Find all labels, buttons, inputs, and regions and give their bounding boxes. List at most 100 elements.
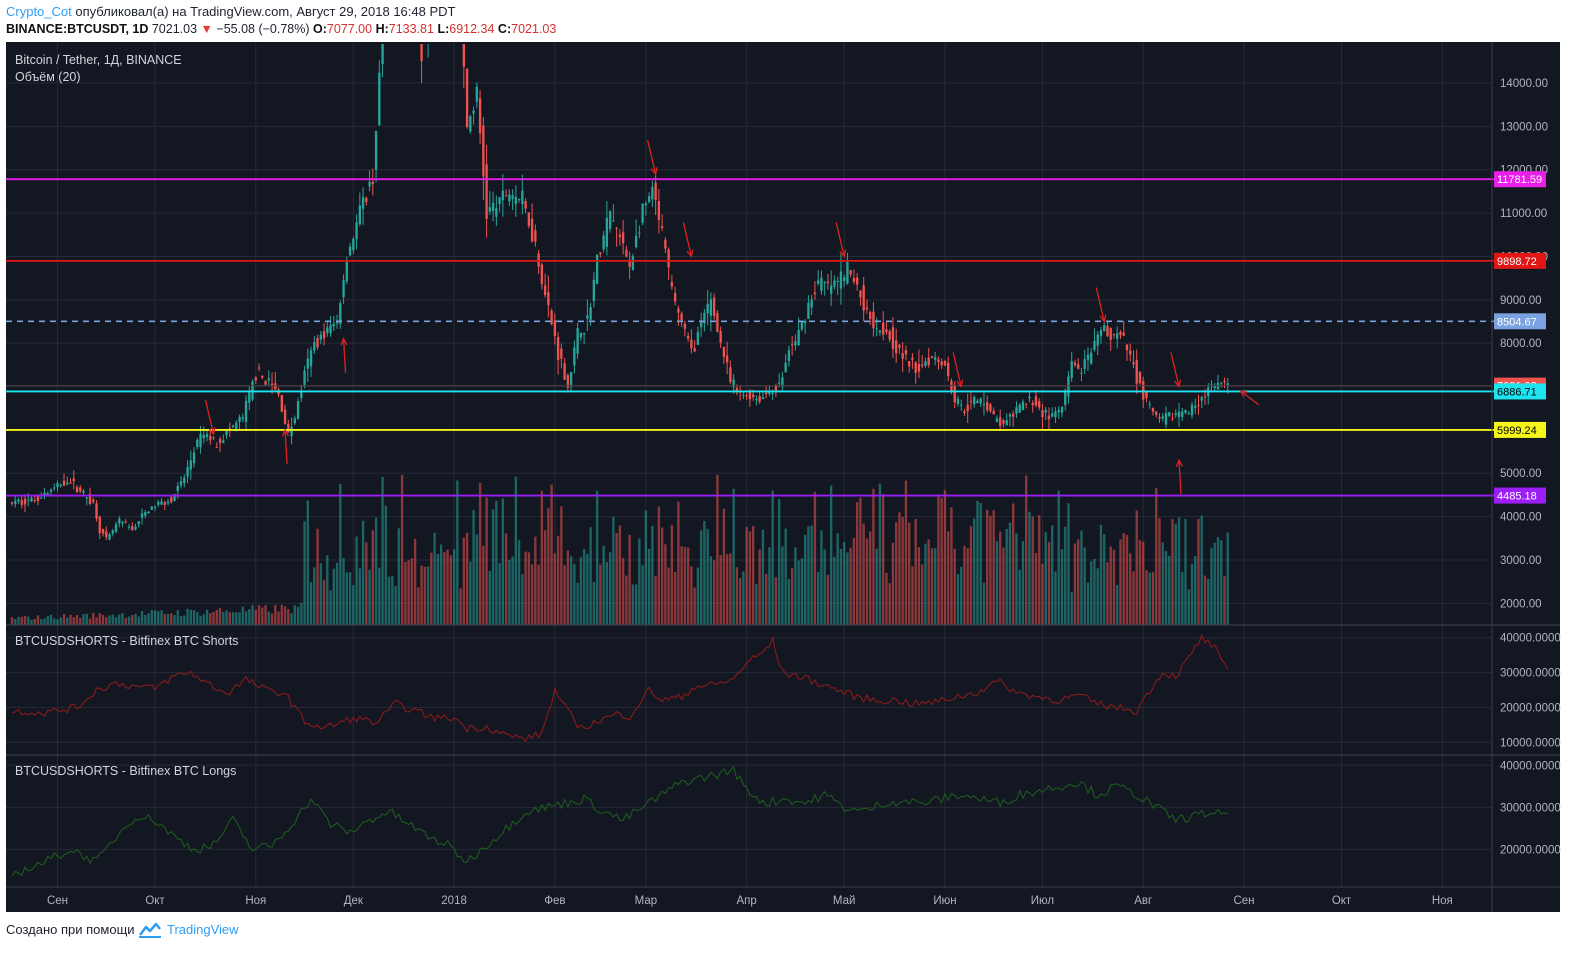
- time-axis-label: Окт: [1332, 895, 1352, 907]
- candle-body: [547, 292, 550, 306]
- volume-bar: [1054, 571, 1057, 625]
- candle-body: [131, 525, 134, 531]
- volume-bar: [882, 494, 885, 625]
- volume-bar: [1223, 576, 1226, 625]
- candle-body: [1057, 409, 1060, 413]
- candle-body: [634, 235, 638, 248]
- candle-body: [869, 312, 872, 320]
- volume-bar: [563, 565, 566, 625]
- candle-body: [729, 367, 732, 383]
- candle-body: [251, 381, 254, 400]
- candle-body: [274, 383, 277, 390]
- volume-bar: [859, 497, 862, 625]
- level-price-tag: [1494, 383, 1546, 400]
- candle-body: [1177, 411, 1181, 418]
- candle-body: [1086, 354, 1090, 360]
- candle-body: [345, 260, 348, 282]
- volume-bar: [1044, 532, 1047, 625]
- volume-bar: [547, 508, 550, 625]
- volume-bar: [807, 526, 810, 625]
- candle-body: [1012, 413, 1015, 417]
- candle-body: [267, 378, 270, 381]
- candle-body: [553, 320, 557, 337]
- candle-body: [602, 235, 605, 250]
- volume-bar: [391, 575, 394, 625]
- author-link[interactable]: Crypto_Cot: [6, 4, 72, 19]
- candle-body: [686, 336, 690, 339]
- candle-body: [947, 362, 950, 377]
- volume-bar: [660, 527, 664, 625]
- volume-bar: [1028, 511, 1031, 625]
- candle-body: [1070, 361, 1073, 378]
- time-axis-label: Ноя: [245, 895, 266, 907]
- volume-bar: [924, 543, 927, 625]
- candle-body: [797, 330, 800, 346]
- volume-bar: [774, 577, 778, 625]
- candle-body: [322, 331, 326, 339]
- candle-body: [1164, 413, 1168, 425]
- candle-body: [124, 521, 127, 523]
- candle-body: [101, 528, 105, 534]
- volume-bar: [147, 613, 150, 625]
- candle-body: [1034, 396, 1038, 406]
- candle-body: [374, 131, 378, 170]
- volume-bar: [316, 528, 319, 625]
- volume-bar: [495, 500, 498, 625]
- volume-bar: [1187, 589, 1190, 625]
- volume-bar: [878, 483, 882, 625]
- candle-body: [745, 395, 748, 397]
- candle-body: [137, 521, 140, 525]
- candle-body: [673, 293, 677, 302]
- candle-body: [225, 430, 228, 436]
- volume-bar: [885, 572, 888, 625]
- volume-bar: [595, 490, 599, 625]
- high-label: H:: [375, 22, 389, 36]
- candle-body: [1021, 401, 1025, 410]
- volume-bar: [1158, 518, 1161, 625]
- volume-bar: [908, 522, 911, 625]
- symbol-label: BINANCE:BTCUSDT, 1D: [6, 22, 149, 36]
- candle-body: [319, 334, 322, 340]
- candle-body: [1194, 405, 1197, 408]
- volume-bar: [524, 551, 527, 625]
- candle-body: [488, 207, 492, 212]
- candle-body: [192, 452, 196, 464]
- candle-body: [270, 383, 274, 386]
- volume-bar: [719, 555, 722, 625]
- volume-bar: [1021, 541, 1025, 625]
- candle-body: [1060, 407, 1064, 413]
- volume-bar: [36, 615, 40, 625]
- footer-brand-link[interactable]: TradingView: [167, 922, 239, 937]
- candle-body: [618, 234, 622, 238]
- volume-bar: [225, 610, 228, 625]
- volume-bar: [872, 488, 875, 625]
- volume-bar: [348, 572, 352, 625]
- candle-body: [667, 249, 670, 268]
- candle-body: [485, 164, 488, 219]
- price-tick-label: 4000.00: [1500, 512, 1542, 524]
- volume-bar: [589, 527, 592, 625]
- volume-bar: [215, 609, 218, 625]
- arrow-shaft: [646, 139, 657, 175]
- volume-bar: [823, 549, 826, 625]
- candle-body: [53, 487, 56, 489]
- volume-bar: [999, 531, 1002, 625]
- candlesticks: [10, 44, 1229, 541]
- volume-bar: [641, 565, 644, 625]
- candle-body: [846, 261, 849, 284]
- chart-canvas[interactable]: 2000.003000.004000.005000.006000.007000.…: [0, 42, 1588, 912]
- volume-bar: [446, 549, 449, 625]
- volume-bar: [517, 540, 521, 625]
- volume-bar: [222, 612, 225, 625]
- volume-bar: [23, 615, 27, 625]
- time-axis-label: Ноя: [1432, 895, 1453, 907]
- candle-body: [244, 400, 248, 422]
- volume-bar: [537, 564, 540, 625]
- candle-body: [114, 524, 118, 532]
- candle-body: [1220, 382, 1223, 384]
- volume-bar: [475, 534, 479, 625]
- candle-body: [1216, 382, 1220, 390]
- volume-bar: [33, 618, 36, 625]
- volume-bar: [979, 502, 982, 625]
- volume-bar: [371, 530, 374, 625]
